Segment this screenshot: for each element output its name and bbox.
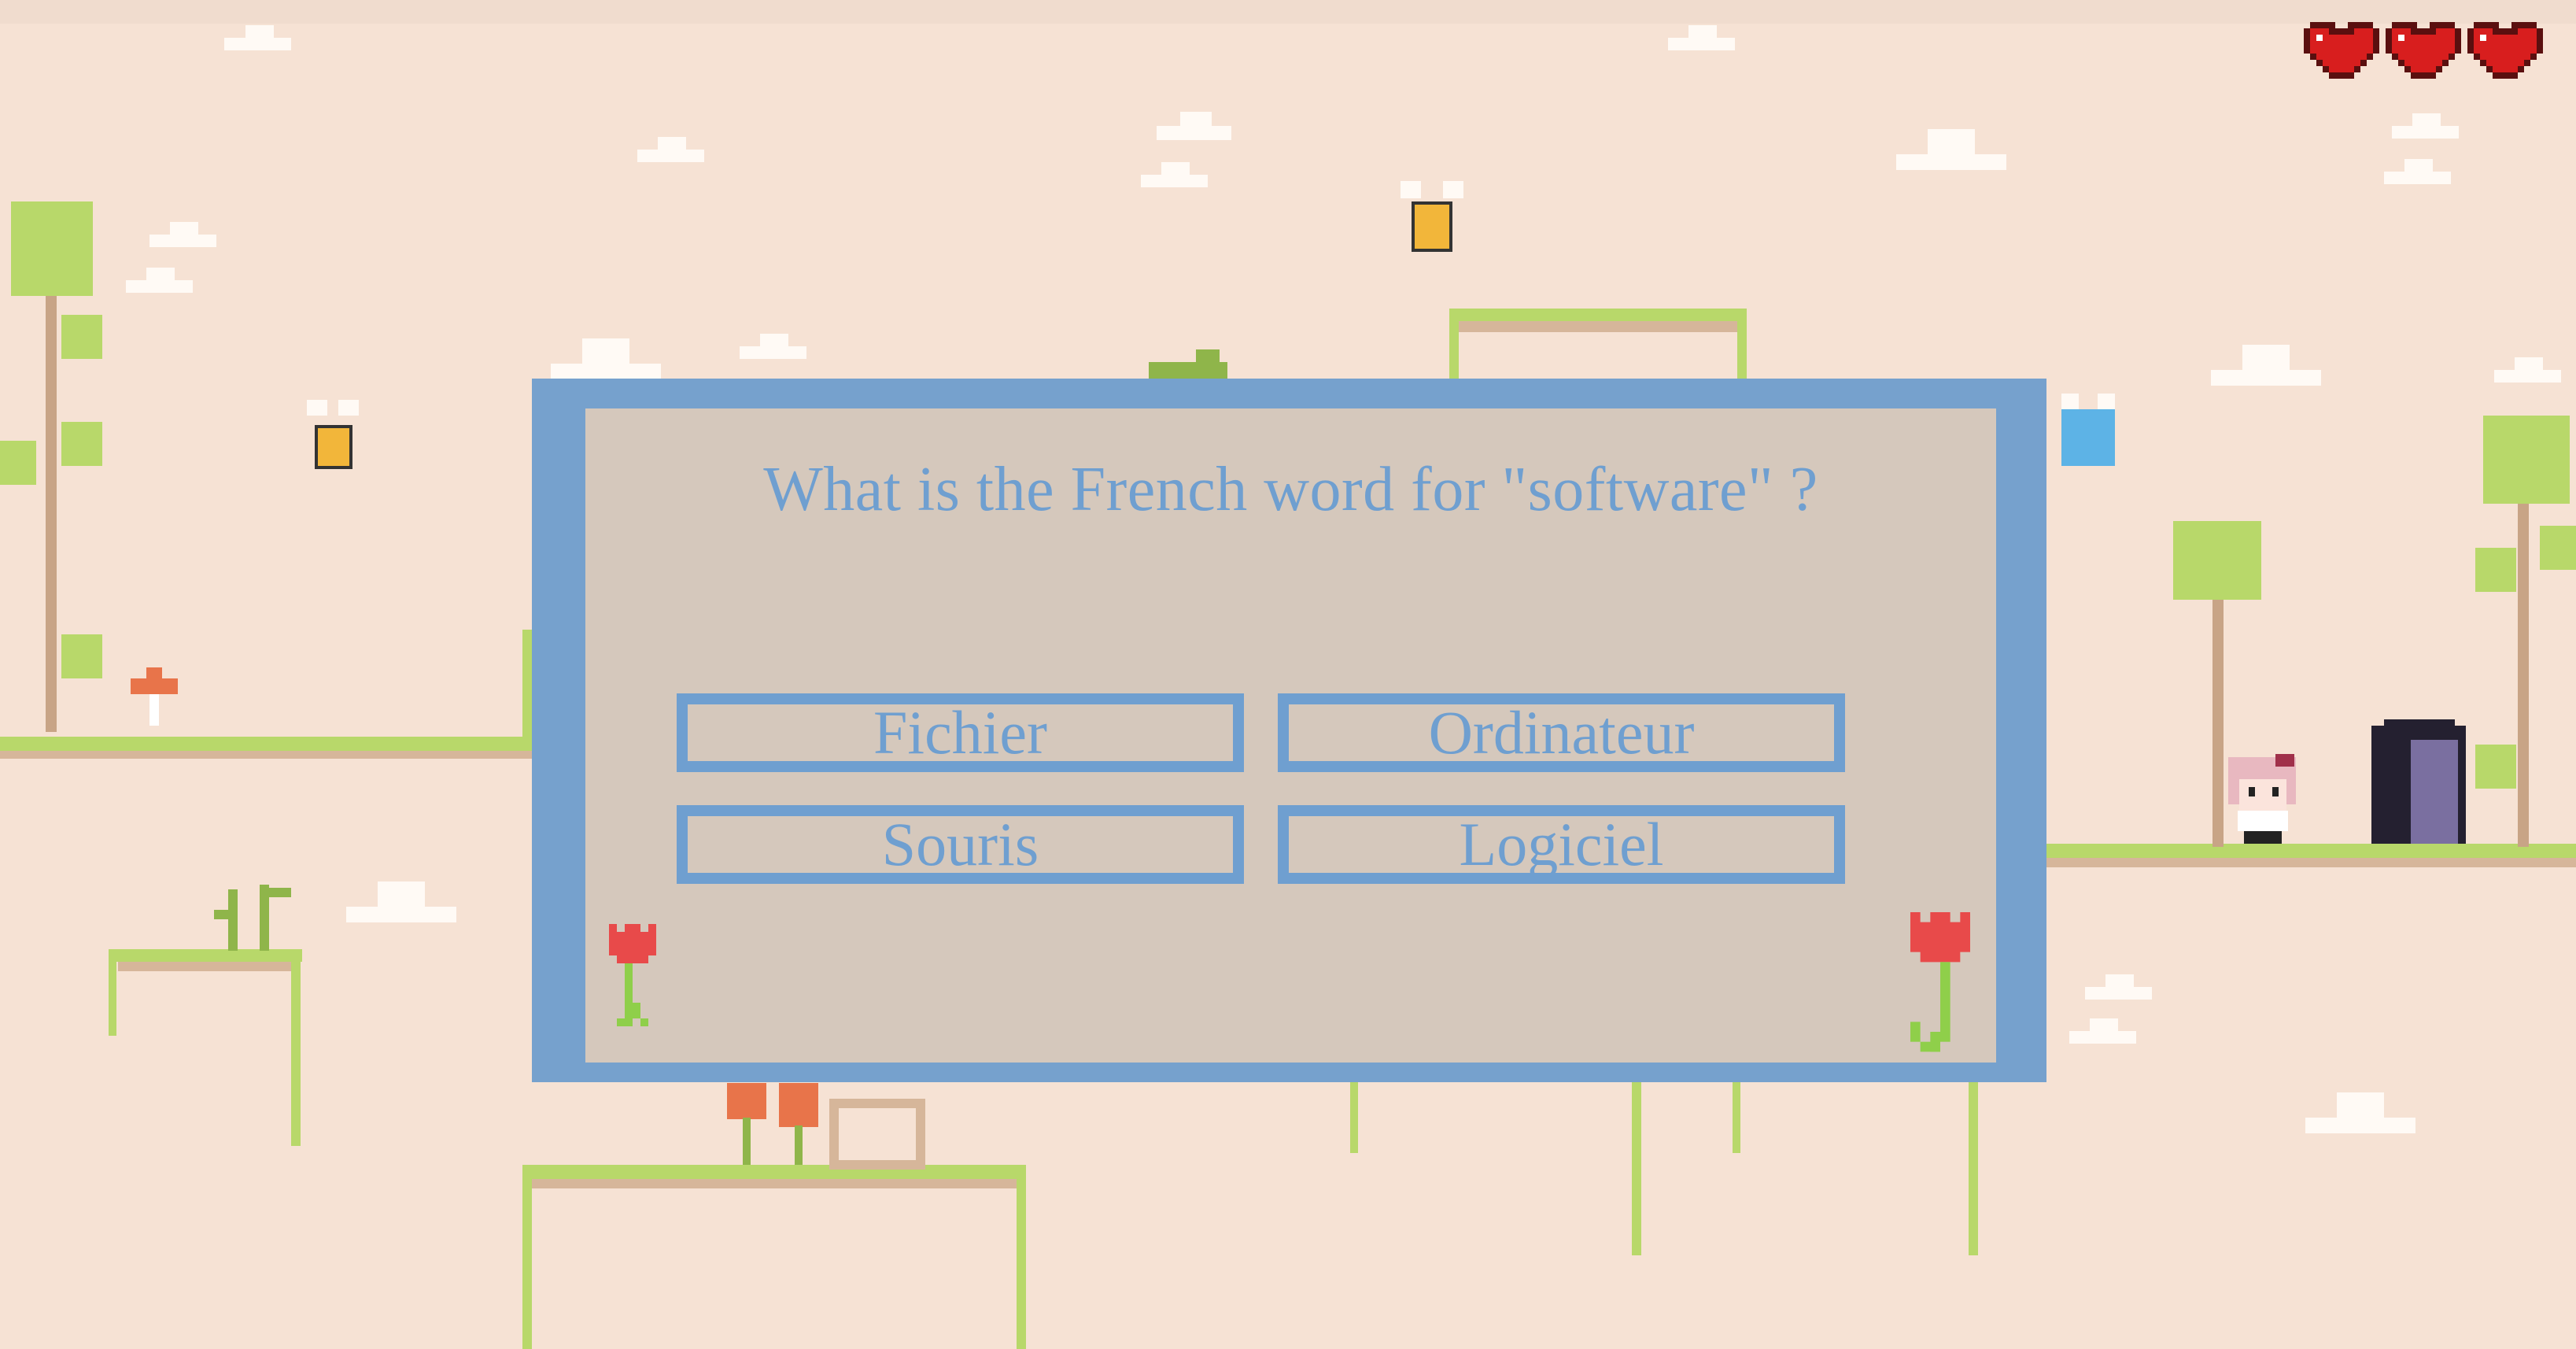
quiz-question: What is the French word for "software" ?	[763, 455, 1818, 524]
heart-icon	[2467, 22, 2543, 79]
bee-enemy-left	[307, 400, 359, 469]
tulip-icon	[609, 924, 656, 1026]
platform-small	[109, 885, 302, 1146]
mushroom	[131, 667, 178, 726]
tree-left	[0, 201, 102, 732]
platform-top	[1149, 309, 1747, 379]
tulip-icon	[1910, 912, 1970, 1052]
platform-bottom	[522, 1083, 1026, 1349]
vines	[1350, 1082, 1978, 1255]
tree-right-small	[2173, 521, 2261, 847]
quiz-panel: What is the French word for "software" ?…	[585, 408, 1996, 1063]
answer-button-3[interactable]: Souris	[677, 805, 1244, 884]
platform-left	[0, 630, 532, 759]
tree-right-tall	[2475, 416, 2576, 847]
answer-button-4[interactable]: Logiciel	[1278, 805, 1845, 884]
bee-enemy-top	[1401, 181, 1463, 252]
heart-icon	[2386, 22, 2461, 79]
quiz-dialog: What is the French word for "software" ?…	[532, 379, 2046, 1082]
platform-right	[2046, 844, 2576, 867]
player-character	[2228, 754, 2296, 844]
blue-slime-enemy	[2061, 394, 2115, 466]
heart-icon	[2304, 22, 2379, 79]
clouds	[126, 25, 2561, 1133]
answer-button-2[interactable]: Ordinateur	[1278, 693, 1845, 772]
lives-hearts	[2304, 14, 2543, 87]
answer-button-1[interactable]: Fichier	[677, 693, 1244, 772]
door	[2371, 719, 2466, 844]
